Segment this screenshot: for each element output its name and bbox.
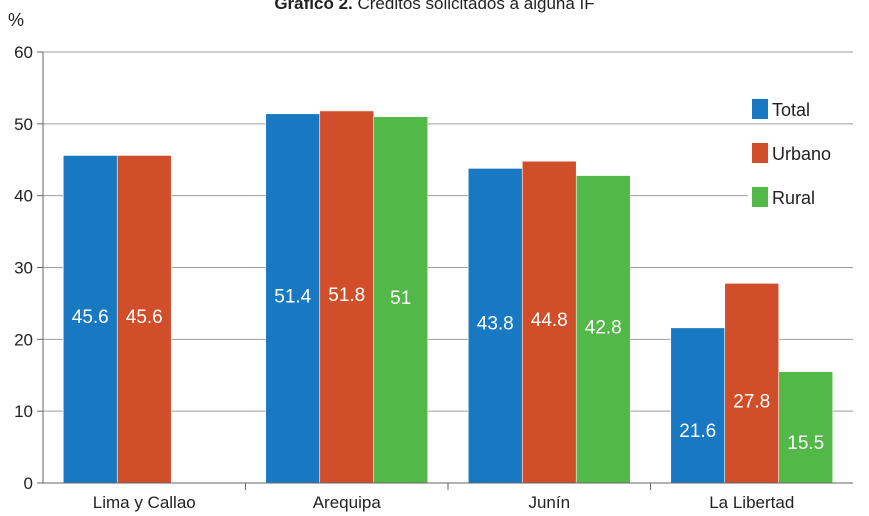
data-label: 42.8 [585, 317, 622, 338]
legend-label: Urbano [772, 144, 831, 164]
data-label: 51.8 [328, 285, 365, 306]
data-label: 51 [390, 288, 411, 309]
bar [670, 327, 726, 484]
bars: 45.6 45.6 51.4 51.8 51 43.8 44.8 42.8 21.6 27.8 15… [62, 110, 834, 484]
bar [319, 110, 375, 484]
legend-swatch [752, 143, 768, 163]
y-tick-label: 10 [14, 402, 33, 421]
data-label: 51.4 [274, 286, 311, 307]
bar [521, 160, 577, 484]
data-label: 21.6 [679, 421, 716, 442]
legend-label: Total [772, 100, 810, 120]
chart-title: Gráfico 2. Créditos solicitados a alguna… [0, 0, 869, 14]
y-tick-label: 20 [14, 330, 33, 349]
data-label: 45.6 [72, 307, 109, 328]
data-label: 15.5 [787, 433, 824, 454]
legend-swatch [752, 99, 768, 119]
data-label: 43.8 [477, 314, 514, 335]
y-tick-label: 40 [14, 187, 33, 206]
y-tick-label: 50 [14, 115, 33, 134]
bar [116, 155, 172, 484]
data-label: 45.6 [126, 307, 163, 328]
y-tick-label: 30 [14, 259, 33, 278]
bar [724, 283, 780, 484]
x-tick-label: Junín [528, 493, 570, 512]
axes: 0 10 20 30 40 50 60 Lima y Callao Arequipa Junín L… [14, 43, 853, 512]
legend-swatch [752, 187, 768, 207]
bar [265, 113, 321, 484]
legend: Total Urbano Rural [748, 95, 858, 211]
x-tick-label: Arequipa [313, 493, 382, 512]
data-label: 44.8 [531, 310, 568, 331]
bar [373, 116, 429, 484]
data-label: 27.8 [733, 391, 770, 412]
chart-title-bold: Gráfico 2. [274, 0, 353, 13]
x-tick-label: Lima y Callao [93, 493, 196, 512]
y-tick-label: 60 [14, 43, 33, 62]
y-axis-label: % [8, 10, 25, 30]
bar [575, 175, 631, 484]
y-tick-label: 0 [24, 474, 33, 493]
chart-title-rest: Créditos solicitados a alguna IF [352, 0, 595, 13]
x-tick-label: La Libertad [709, 493, 794, 512]
bar [778, 371, 834, 484]
bar [467, 168, 523, 484]
legend-label: Rural [772, 188, 815, 208]
